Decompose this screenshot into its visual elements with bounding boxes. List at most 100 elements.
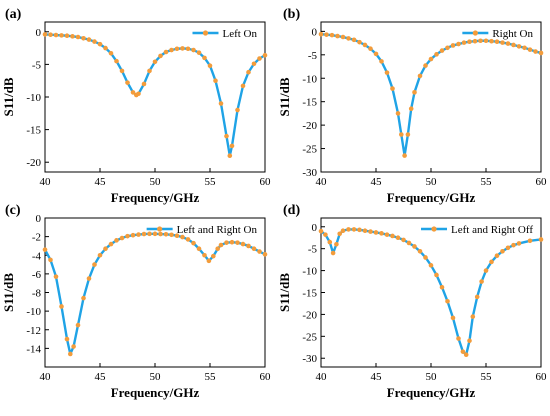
x-axis-label: Frequency/GHz xyxy=(111,190,200,205)
data-point xyxy=(262,252,268,257)
data-point xyxy=(346,227,351,232)
data-point xyxy=(373,230,379,235)
data-point xyxy=(42,32,48,37)
data-point xyxy=(86,37,92,42)
data-point xyxy=(467,39,472,44)
data-point xyxy=(318,31,324,37)
data-point xyxy=(428,56,434,62)
data-point xyxy=(235,240,240,245)
data-point xyxy=(185,46,191,52)
data-point xyxy=(108,51,114,56)
data-point xyxy=(174,233,180,238)
data-point xyxy=(42,247,48,252)
legend-label: Left and Right Off xyxy=(451,224,533,236)
chart-panel: 40 45 50 55 60 0 -5 -10 -15 -20 -25 -30 Frequency/GH… xyxy=(277,7,547,205)
data-point xyxy=(240,241,246,247)
data-point xyxy=(362,42,368,48)
data-point xyxy=(368,46,373,52)
data-point xyxy=(92,262,97,267)
data-point xyxy=(423,63,428,68)
data-point xyxy=(334,241,339,247)
y-tick-label: -8 xyxy=(32,288,42,300)
data-point xyxy=(213,78,218,83)
data-point xyxy=(439,48,445,53)
x-tick-label: 60 xyxy=(536,371,548,383)
y-tick-label: -20 xyxy=(302,120,317,132)
data-point xyxy=(108,241,114,247)
data-point xyxy=(351,227,357,232)
data-point xyxy=(390,233,395,239)
data-point xyxy=(461,40,467,45)
data-point xyxy=(53,32,59,38)
y-tick-label: 0 xyxy=(312,222,318,234)
legend-swatch-marker xyxy=(157,226,163,232)
data-point xyxy=(59,33,64,38)
y-tick-label: -20 xyxy=(302,309,317,321)
y-tick-label: -30 xyxy=(302,353,317,365)
data-point xyxy=(340,228,346,234)
data-point xyxy=(362,228,368,234)
data-point xyxy=(417,249,423,254)
data-point xyxy=(103,246,108,252)
data-point xyxy=(75,322,81,328)
y-tick-label: -15 xyxy=(302,288,317,300)
data-point xyxy=(527,238,533,244)
data-point xyxy=(246,69,251,75)
data-point xyxy=(406,240,412,246)
x-tick-label: 45 xyxy=(95,371,107,383)
data-point xyxy=(474,294,480,300)
data-point xyxy=(119,68,125,74)
x-tick-label: 50 xyxy=(150,371,162,383)
y-tick-label: 0 xyxy=(312,26,318,38)
panel-label: (d) xyxy=(283,203,300,218)
data-point xyxy=(500,40,505,45)
data-point xyxy=(163,231,169,237)
data-point xyxy=(384,232,390,237)
chart-panel: 40 45 50 55 60 0 -2 -4 -6 -8 -10 -12 -14 Frequency/GH… xyxy=(1,203,271,400)
data-point xyxy=(141,81,147,87)
data-point xyxy=(538,237,544,242)
x-tick-label: 50 xyxy=(426,371,438,383)
data-point xyxy=(450,43,456,48)
data-point xyxy=(494,253,500,258)
data-point xyxy=(330,250,336,256)
data-point xyxy=(399,132,404,137)
x-axis-label: Frequency/GHz xyxy=(111,385,200,400)
data-point xyxy=(402,153,407,158)
data-point xyxy=(185,237,191,242)
data-point xyxy=(373,51,379,57)
data-point xyxy=(119,235,125,241)
legend-label: Left On xyxy=(222,28,257,40)
data-point xyxy=(48,257,53,263)
series-line xyxy=(320,32,542,157)
data-point xyxy=(218,101,224,106)
y-tick-label: -25 xyxy=(302,331,317,343)
x-axis-label: Frequency/GHz xyxy=(387,190,476,205)
y-tick-label: -14 xyxy=(26,343,41,355)
x-tick-label: 55 xyxy=(205,371,217,383)
data-point xyxy=(527,47,533,52)
data-point xyxy=(423,255,428,260)
data-point xyxy=(351,37,357,43)
x-tick-label: 50 xyxy=(150,176,162,188)
data-point xyxy=(114,58,119,64)
data-point xyxy=(229,239,235,245)
data-point xyxy=(479,279,484,284)
data-point xyxy=(346,36,351,41)
data-point xyxy=(174,46,180,52)
data-point xyxy=(262,52,268,58)
data-point xyxy=(445,298,450,304)
data-point xyxy=(207,63,213,68)
data-point xyxy=(68,351,73,357)
data-point xyxy=(460,349,466,354)
data-point xyxy=(92,39,97,44)
x-tick-label: 60 xyxy=(260,176,272,188)
data-point xyxy=(412,244,417,249)
data-point xyxy=(147,231,152,237)
data-point xyxy=(456,336,461,341)
panel-label: (b) xyxy=(283,7,300,22)
data-point xyxy=(86,276,92,281)
data-point xyxy=(412,90,417,95)
data-point xyxy=(224,133,229,139)
